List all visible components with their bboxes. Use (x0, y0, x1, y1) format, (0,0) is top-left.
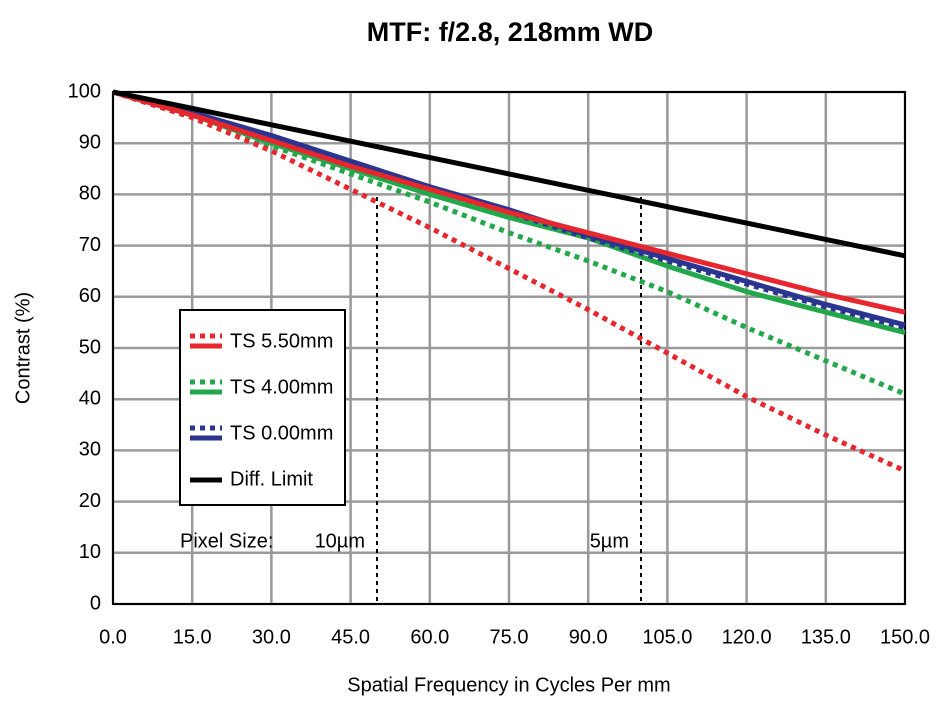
pixel-label: 5µm (590, 530, 629, 552)
x-tick-label: 60.0 (410, 626, 449, 648)
x-tick-label: 135.0 (801, 626, 851, 648)
y-tick-label: 0 (90, 592, 101, 614)
y-tick-label: 80 (79, 183, 101, 205)
dotted-line (112, 89, 906, 397)
line (112, 89, 906, 259)
y-tick-label: 100 (68, 80, 101, 102)
y-axis-label: Contrast (%) (12, 292, 34, 404)
y-tick-label: 50 (79, 336, 101, 358)
x-tick-label: 75.0 (490, 626, 529, 648)
plot-frame (112, 91, 906, 605)
legend-label: TS 4.00mm (230, 376, 333, 398)
y-tick-label: 90 (79, 131, 101, 153)
y-tick-label: 30 (79, 439, 101, 461)
y-tick-label: 70 (79, 234, 101, 256)
x-tick-label: 30.0 (252, 626, 291, 648)
x-tick-label: 120.0 (722, 626, 772, 648)
x-tick-label: 150.0 (880, 626, 930, 648)
line (112, 89, 906, 315)
x-tick-label: 90.0 (569, 626, 608, 648)
x-tick-label: 0.0 (99, 626, 127, 648)
x-tick-label: 15.0 (173, 626, 212, 648)
dotted-line (112, 89, 907, 474)
x-tick-label: 45.0 (331, 626, 370, 648)
legend-box (179, 309, 346, 506)
y-tick-label: 10 (79, 541, 101, 563)
legend-label: TS 5.50mm (230, 330, 333, 352)
legend-label: Diff. Limit (230, 468, 313, 490)
legend-label: TS 0.00mm (230, 422, 333, 444)
y-tick-label: 40 (79, 387, 101, 409)
x-axis-label: Spatial Frequency in Cycles Per mm (347, 674, 670, 696)
chart-title: MTF: f/2.8, 218mm WD (367, 17, 654, 47)
pixel-label: 10µm (315, 530, 365, 552)
annotation: Pixel Size: (180, 530, 273, 552)
x-tick-label: 105.0 (642, 626, 692, 648)
y-tick-label: 20 (79, 490, 101, 512)
y-tick-label: 60 (79, 285, 101, 307)
